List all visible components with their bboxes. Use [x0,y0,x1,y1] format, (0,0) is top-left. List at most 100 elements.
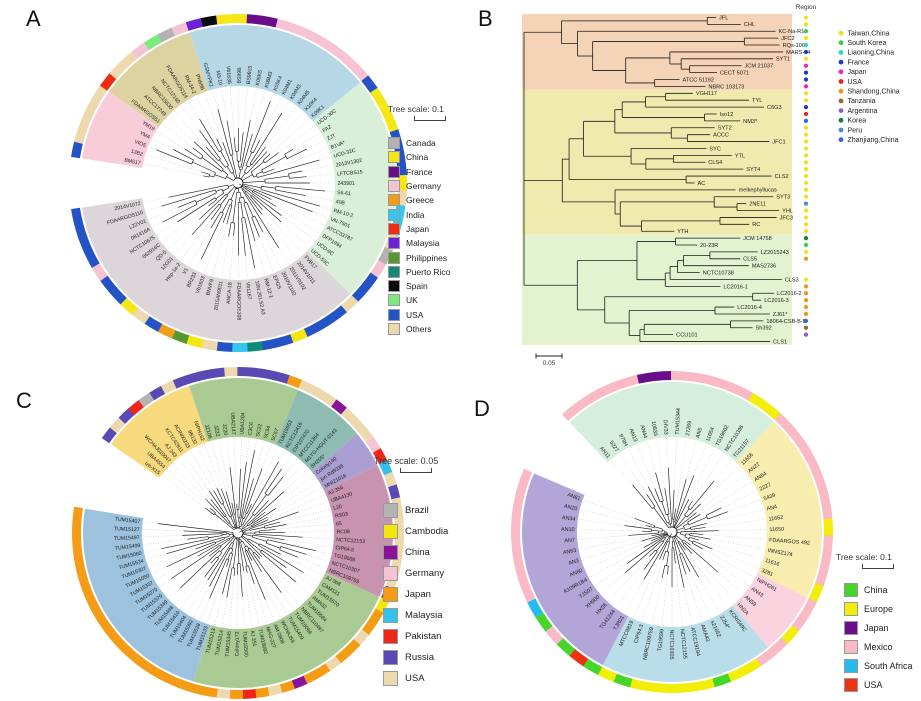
leader-line [167,219,200,249]
tree-branch [683,539,691,546]
tree-branch [659,540,669,560]
ring-segment [817,484,831,504]
legend-dot [838,50,844,55]
tip-label: SYT4 [746,167,760,173]
legend-label: Europe [864,603,894,614]
tree-branch [680,530,719,533]
leader-line [181,105,200,131]
tree-branch [244,191,263,215]
ring-segment [275,334,294,348]
ring-segment [734,385,754,401]
tip-label: TYL [752,98,762,104]
leader-line [581,540,642,560]
ring-segment [821,501,833,520]
tree-branch [643,551,658,570]
leader-line [642,559,663,622]
tree-branch [226,559,230,567]
leader-line [250,88,257,121]
sector-bg [569,381,774,463]
tree-branch [249,112,283,164]
legend-label: USA [848,79,863,86]
leader-line [281,592,294,611]
tree-branch [219,159,226,168]
tip-label: Iso12 [720,112,734,118]
leader-line [685,574,702,622]
region-dot [803,160,809,165]
tree-branch [643,536,670,580]
tree-branch [241,187,243,190]
ring-segment [545,625,564,645]
ring-segment [76,570,90,586]
tip-label: RM-10-2 [333,208,354,219]
tree-branch [240,120,251,168]
legend-label: China [405,547,430,558]
ring-segment [84,98,100,117]
tree-branch [689,536,699,541]
legend-item: Brazil [383,500,448,521]
panel-c-letter: C [16,388,32,413]
tree-branch [215,538,225,543]
ring-segment [78,236,93,255]
tree-branch [203,175,210,178]
tip-label: CHL [744,22,755,28]
tree-root [669,533,672,537]
tip-label: AJ 351 [249,630,257,647]
ring-segment [254,687,270,699]
region-dot [803,332,809,337]
tree-branch [252,494,267,514]
tip-label: YTH [677,229,688,235]
tree-branch [246,151,268,174]
legend-item: China [388,150,450,164]
leader-line [206,566,227,623]
legend-item: Pakistan [383,626,448,647]
leader-line [254,267,257,278]
tree-branch [209,558,228,599]
region-dot [803,242,809,248]
tree-branch [667,514,670,523]
leader-line [583,499,635,519]
ring-segment [629,678,649,692]
leader-line [229,87,235,138]
ring-segment [72,519,82,534]
legend-item: China [383,542,448,563]
legend-label: Mexico [864,641,893,652]
region-dot [803,15,809,20]
tree-branch [267,476,284,496]
leader-line [267,487,322,518]
tip-label: LFTCBS15 [337,169,363,177]
leader-line [211,441,227,492]
leader-line [675,563,683,626]
ring-segment [131,42,150,59]
tip-label: AN61 [566,492,581,502]
tip-label: RQs-106 [783,43,805,49]
leader-line [254,439,257,451]
tree-branch [680,533,686,536]
leader-line [615,569,645,608]
tree-branch [199,130,221,160]
sector-bg [311,433,378,491]
tip-label: JFC1 [772,139,785,145]
tree-branch [676,535,683,541]
tip-label: Sh392 [756,326,772,332]
region-dot [803,187,809,192]
leader-line [578,529,643,532]
leader-line [196,259,202,270]
region-dot [803,229,809,234]
legend-label: USA [406,309,424,320]
tip-label: TUM15500 [241,631,249,657]
ring-segment [80,582,94,599]
tree-branch [254,215,264,233]
leader-line [143,529,184,532]
tree-branch [675,512,697,530]
leader-line [608,556,650,602]
tip-label: AMA43 [699,624,710,643]
leader-line [162,475,206,509]
tree-branch [245,152,253,166]
tip-label: TG19599 [657,629,665,652]
region-title: Region [796,4,817,11]
tree-branch [226,186,235,196]
ring-segment [229,689,244,699]
leader-line [229,576,235,628]
tree-branch [689,533,704,535]
tree-branch [238,521,240,527]
